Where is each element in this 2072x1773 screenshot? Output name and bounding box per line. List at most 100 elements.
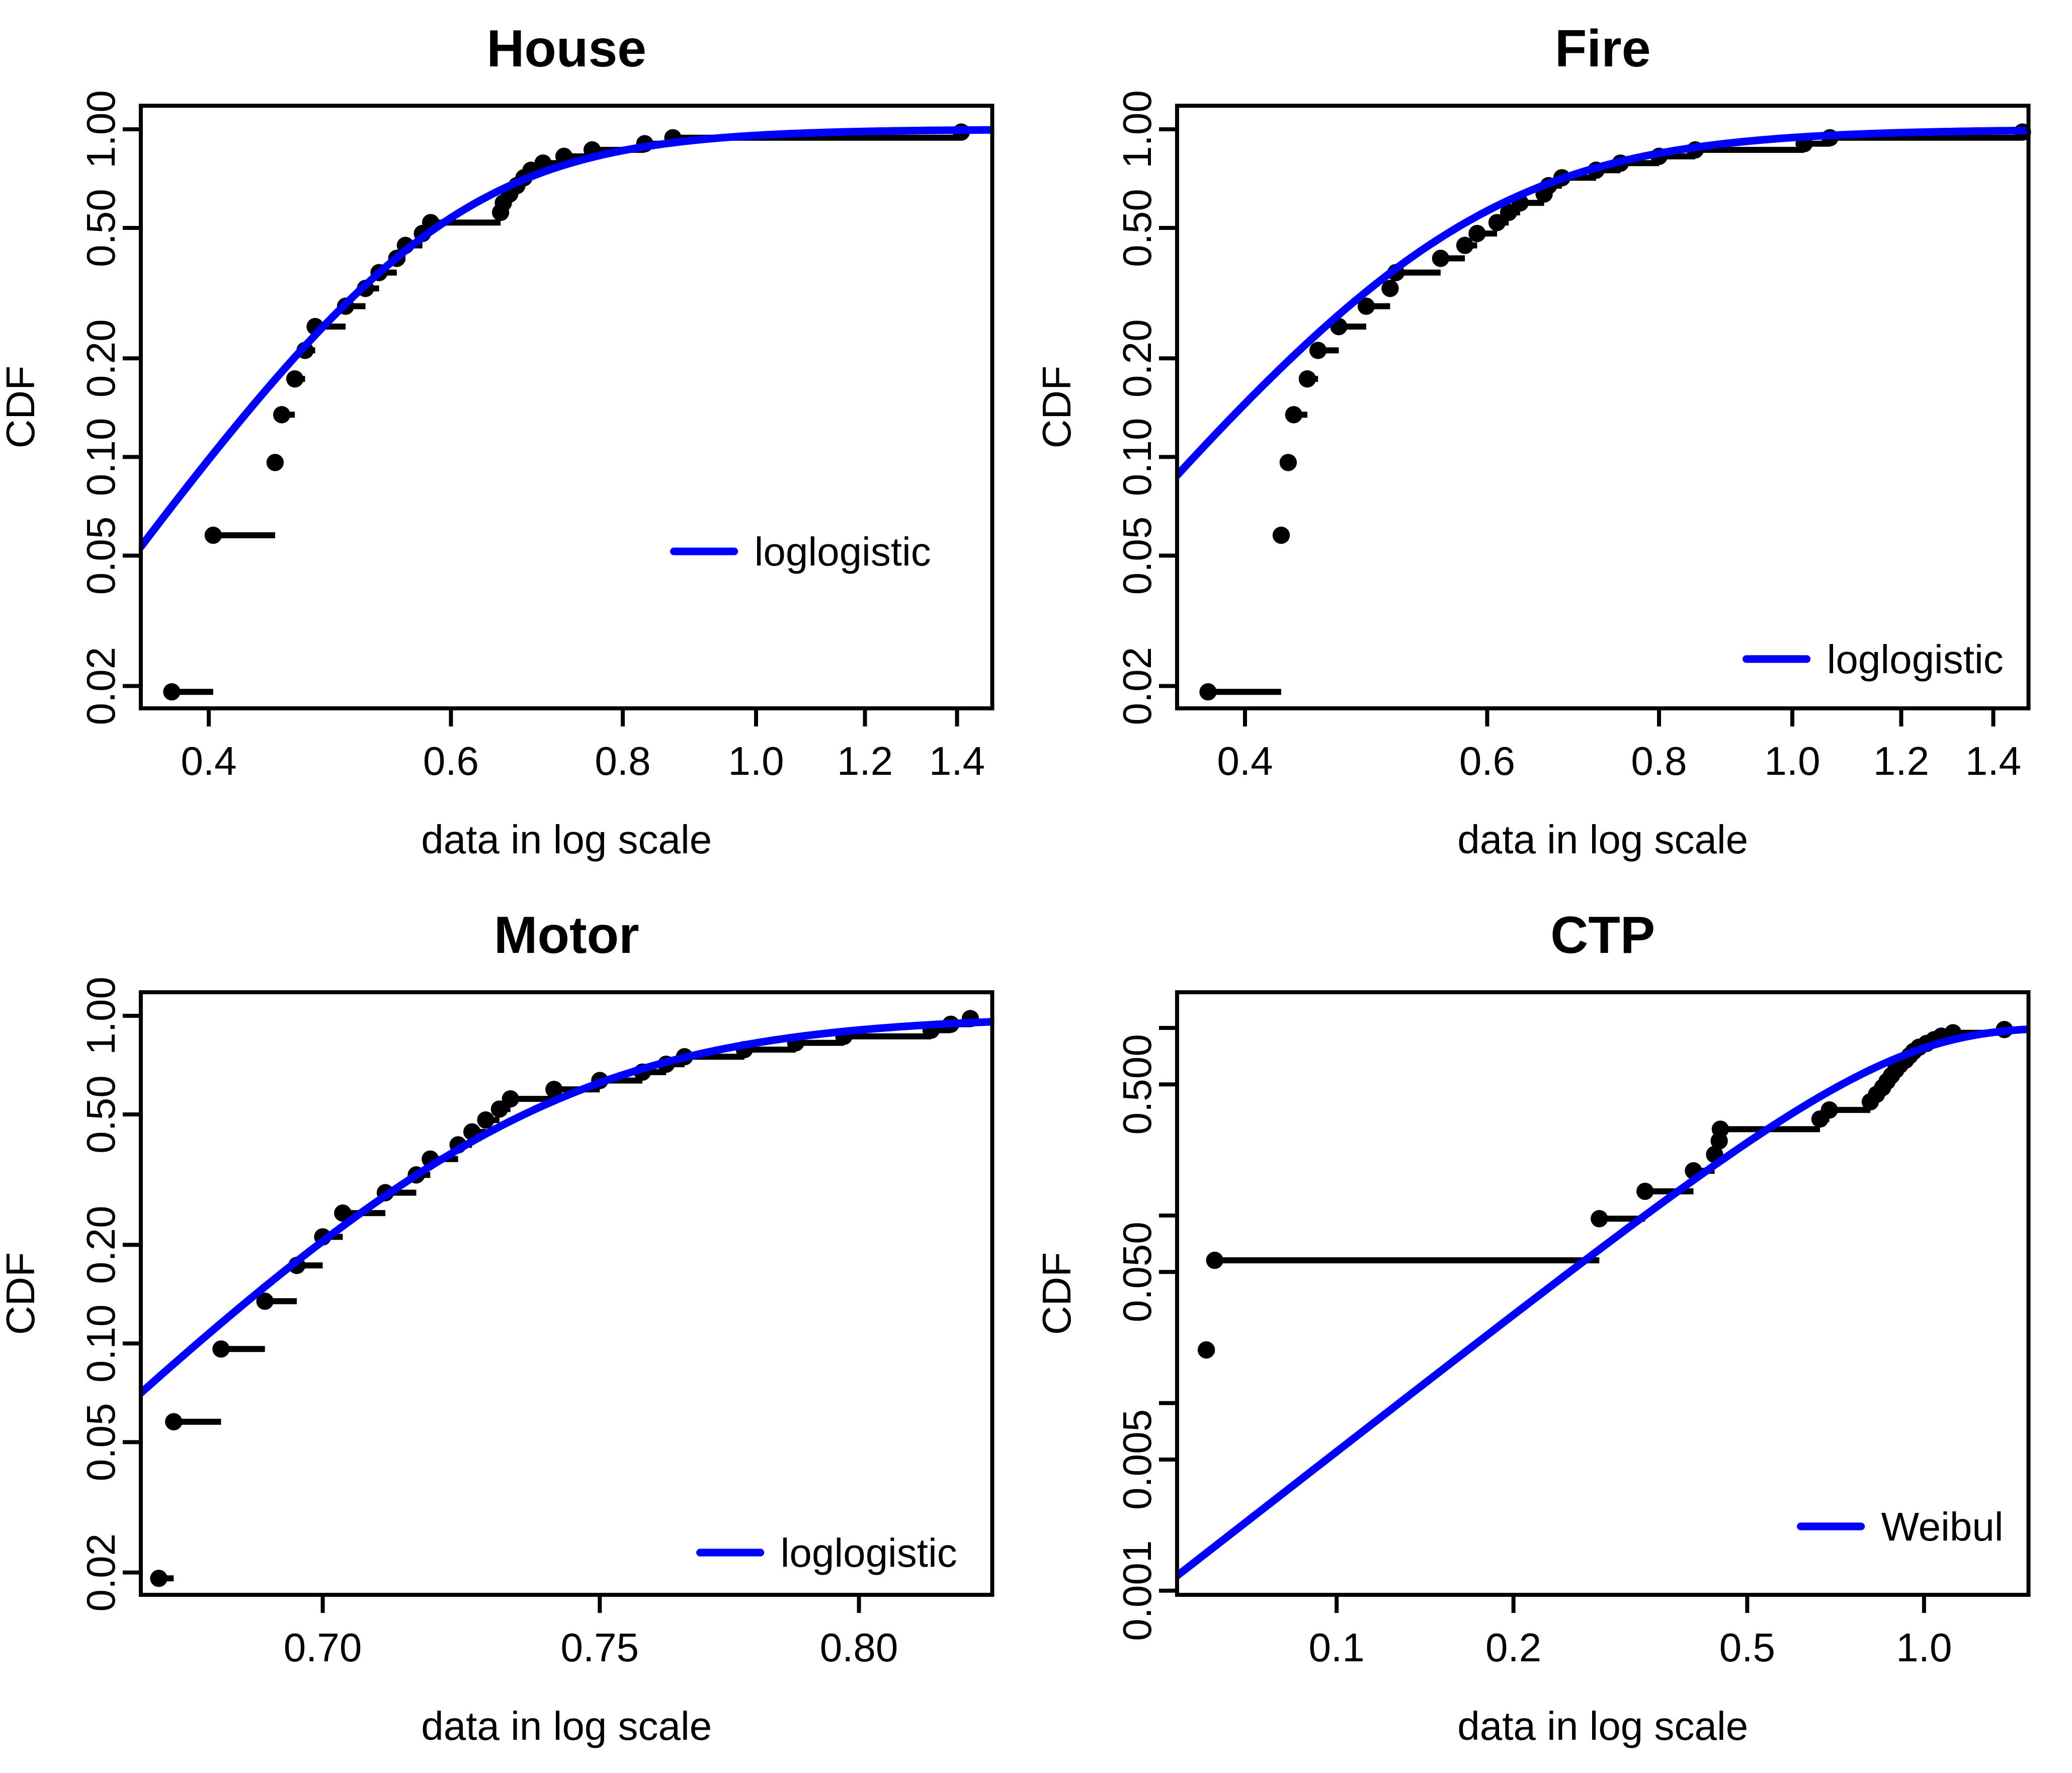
axis-ticks	[1158, 1026, 1926, 1613]
panel-house: House data in log scale CDF 0.4 0.6 0.8 1.0 1.2…	[0, 0, 1036, 886]
ecdf-point	[1309, 342, 1327, 359]
panel-motor: Motor data in log scale CDF 0.70 0.75 0.80 1.0…	[0, 886, 1036, 1773]
plot-box	[1175, 990, 2031, 1597]
y-tick-label: 0.05	[78, 517, 123, 595]
x-tick-label: 1.2	[1873, 739, 1929, 783]
x-axis-label: data in log scale	[421, 817, 712, 862]
ecdf-point	[150, 1569, 168, 1587]
ecdf-point	[490, 1100, 509, 1118]
y-axis-label: CDF	[0, 366, 43, 448]
ecdf-point	[1197, 1341, 1215, 1359]
plot-box	[138, 104, 994, 710]
panel-fire: Fire data in log scale CDF 0.4 0.6 0.8 1.0 1.2 1…	[1036, 0, 2072, 886]
x-tick-label: 1.0	[1896, 1625, 1952, 1670]
fire-chart: Fire data in log scale CDF 0.4 0.6 0.8 1.0 1.2 1…	[1036, 0, 2072, 886]
panel-background	[1036, 886, 2072, 1773]
axis-ticks	[122, 127, 959, 727]
ecdf-point	[273, 406, 291, 424]
x-tick-label: 0.6	[1459, 739, 1515, 783]
y-tick-label: 0.50	[78, 1075, 123, 1154]
y-tick-label: 1.00	[78, 90, 123, 169]
ecdf-point	[334, 1204, 352, 1222]
ecdf-point	[1272, 526, 1290, 544]
fit-curve	[1175, 1025, 2031, 1580]
legend-label: loglogistic	[781, 1530, 957, 1575]
y-tick-label: 1.00	[1114, 90, 1159, 169]
y-tick-label: 0.05	[78, 1403, 123, 1482]
ecdf-point	[1381, 280, 1399, 297]
x-tick-label: 1.2	[837, 739, 893, 783]
y-tick-label: 0.005	[1114, 1409, 1159, 1510]
panel-title: Motor	[494, 906, 639, 964]
y-tick-label: 0.10	[78, 1304, 123, 1383]
ecdf-point	[1206, 1251, 1223, 1269]
x-tick-label: 0.8	[595, 739, 650, 783]
panel-ctp: CTP data in log scale CDF 0.1 0.2 0.5 1.0 0.500…	[1036, 886, 2072, 1773]
ecdf-point	[1279, 454, 1297, 471]
y-axis-label: CDF	[1036, 1252, 1079, 1335]
house-chart: House data in log scale CDF 0.4 0.6 0.8 1.0 1.2…	[0, 0, 1036, 886]
y-tick-label: 0.05	[1114, 517, 1159, 595]
ecdf-point	[1298, 370, 1316, 388]
axis-ticks	[122, 1013, 861, 1613]
ecdf-point	[256, 1293, 274, 1310]
legend-label: loglogistic	[1827, 637, 2003, 682]
y-tick-label: 1.00	[78, 977, 123, 1055]
ecdf-point	[286, 370, 304, 388]
ecdf-point	[1285, 406, 1302, 424]
x-tick-label: 0.75	[560, 1625, 639, 1670]
panel-title: CTP	[1550, 906, 1655, 964]
fit-curve	[138, 1018, 994, 1397]
ecdf-point	[502, 1090, 519, 1108]
x-tick-label: 0.70	[284, 1625, 362, 1670]
panel-title: House	[486, 20, 646, 78]
legend-label: Weibul	[1881, 1504, 2003, 1549]
y-axis-label: CDF	[0, 1252, 43, 1335]
x-tick-label: 1.0	[1764, 739, 1820, 783]
ecdf-point	[204, 526, 222, 544]
x-tick-label: 0.6	[423, 739, 479, 783]
ecdf-point	[1456, 236, 1473, 254]
x-tick-label: 1.4	[929, 739, 985, 783]
ecdf-point	[1199, 683, 1217, 701]
ecdf-point	[1711, 1120, 1729, 1138]
ecdf-point	[212, 1340, 230, 1358]
x-tick-label: 0.2	[1485, 1625, 1541, 1670]
ecdf-point	[477, 1111, 494, 1129]
ecdf-point	[163, 683, 181, 701]
x-axis-label: data in log scale	[421, 1704, 712, 1748]
x-tick-label: 0.80	[820, 1625, 898, 1670]
x-tick-label: 0.4	[1217, 739, 1273, 783]
y-tick-label: 0.02	[78, 1534, 123, 1612]
panel-background	[0, 0, 1036, 886]
y-tick-label: 0.500	[1114, 1034, 1159, 1135]
panel-title: Fire	[1554, 20, 1650, 78]
ecdf-point	[1468, 224, 1486, 243]
x-tick-label: 0.5	[1719, 1625, 1775, 1670]
x-tick-label: 0.4	[181, 739, 236, 783]
y-tick-label: 0.20	[78, 319, 123, 397]
x-tick-label: 0.8	[1631, 739, 1687, 783]
y-tick-label: 0.001	[1114, 1541, 1159, 1641]
y-tick-label: 0.50	[1114, 189, 1159, 267]
y-axis-label: CDF	[1036, 366, 1079, 448]
plot-box	[138, 990, 994, 1597]
y-tick-label: 0.20	[78, 1205, 123, 1284]
ctp-chart: CTP data in log scale CDF 0.1 0.2 0.5 1.0 0.500…	[1036, 886, 2072, 1773]
x-tick-label: 1.0	[728, 739, 784, 783]
fit-curve	[138, 126, 994, 551]
plot-box	[1175, 104, 2031, 710]
y-tick-label: 0.02	[78, 647, 123, 726]
ecdf-point	[1590, 1210, 1608, 1228]
x-tick-label: 0.1	[1308, 1625, 1364, 1670]
ecdf-point	[165, 1413, 183, 1431]
axis-ticks	[1158, 127, 1996, 727]
y-tick-label: 0.02	[1114, 647, 1159, 726]
ecdf-point	[1636, 1182, 1653, 1200]
x-axis-label: data in log scale	[1457, 817, 1748, 862]
legend-label: loglogistic	[755, 529, 931, 574]
y-tick-label: 0.10	[1114, 418, 1159, 496]
motor-chart: Motor data in log scale CDF 0.70 0.75 0.80 1.0…	[0, 886, 1036, 1773]
ecdf-point	[1432, 250, 1449, 267]
